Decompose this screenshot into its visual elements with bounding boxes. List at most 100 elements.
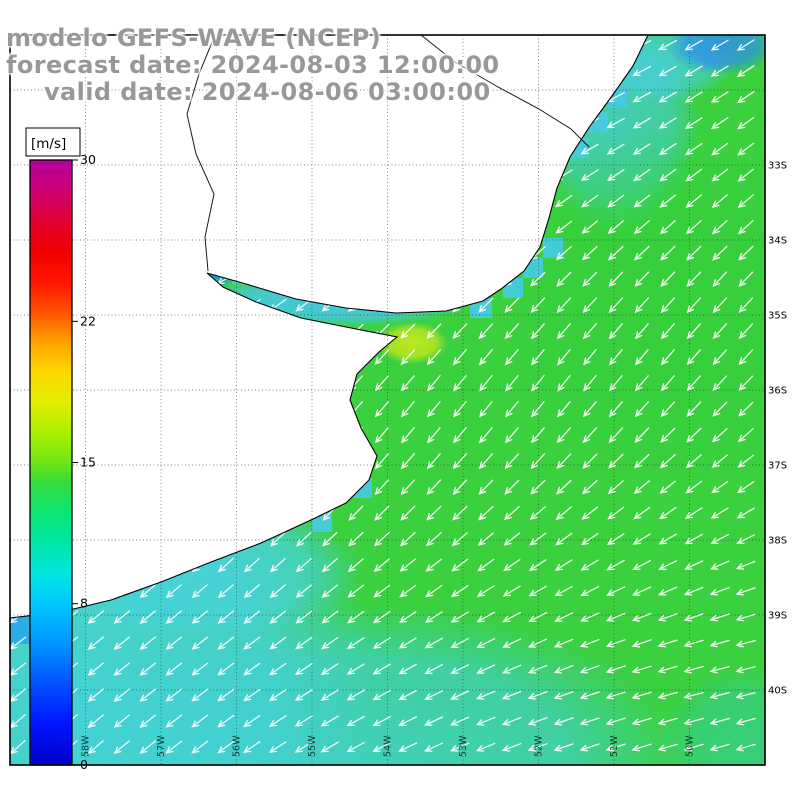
wind-arrow: [139, 505, 156, 521]
wind-arrow: [192, 453, 208, 469]
wind-arrow: [398, 221, 417, 233]
wind-arrow: [581, 506, 599, 520]
wind-arrow: [163, 171, 184, 180]
wind-arrow: [735, 613, 756, 622]
wind-arrow: [475, 144, 496, 154]
wind-arrow: [294, 663, 313, 676]
wind-arrow: [738, 375, 754, 391]
wind-arrow: [165, 610, 182, 624]
wind-arrow: [424, 742, 444, 752]
wind-arrow: [683, 691, 704, 700]
wind-arrow: [683, 586, 704, 596]
wind-arrow: [87, 636, 105, 650]
wind-arrow: [191, 714, 209, 728]
wind-arrow: [450, 664, 470, 674]
wind-arrow: [684, 91, 703, 103]
wind-arrow: [737, 219, 754, 235]
wind-arrow: [87, 376, 105, 390]
wind-arrow: [87, 584, 105, 598]
wind-arrow: [632, 143, 651, 155]
wind-arrow: [735, 587, 756, 596]
wind-arrow: [530, 453, 546, 470]
wind-speed-patch: [667, 35, 765, 75]
wind-arrow: [632, 65, 652, 77]
wind-arrow: [137, 120, 158, 128]
wind-arrow: [270, 531, 286, 547]
wind-arrow: [400, 505, 416, 521]
wind-arrow: [606, 117, 625, 129]
wind-arrow: [555, 220, 573, 234]
wind-arrow: [163, 197, 184, 206]
wind-arrow: [320, 273, 339, 286]
wind-arrow: [553, 40, 574, 50]
wind-arrow: [372, 196, 392, 206]
wind-arrow: [400, 479, 416, 496]
wind-arrow: [113, 558, 130, 573]
wind-arrow: [659, 168, 677, 182]
wind-arrow: [372, 663, 391, 675]
units-box: [25, 127, 81, 157]
wind-arrow: [190, 299, 209, 311]
wind-arrow: [87, 662, 105, 676]
wind-arrow: [163, 223, 184, 232]
wind-arrow: [478, 297, 494, 313]
wind-arrow: [399, 531, 416, 547]
wind-arrow: [320, 689, 339, 701]
wind-arrow: [554, 585, 573, 597]
wind-arrow: [479, 400, 493, 418]
wind-arrow: [527, 638, 548, 648]
wind-arrow: [607, 245, 624, 261]
wind-arrow: [426, 453, 441, 470]
wind-arrow: [683, 743, 704, 752]
wind-arrow: [423, 119, 444, 128]
wind-arrow: [346, 715, 365, 727]
wind-arrow: [217, 688, 235, 702]
wind-arrow: [293, 119, 314, 128]
wind-arrow: [373, 610, 391, 624]
wind-arrow: [218, 427, 234, 443]
wind-arrow: [581, 194, 599, 208]
wind-arrow: [295, 324, 312, 339]
wind-arrow: [530, 479, 546, 495]
wind-arrow: [736, 91, 755, 104]
wind-arrow: [633, 480, 650, 495]
wind-arrow: [737, 428, 754, 443]
wind-arrow: [530, 349, 545, 366]
wind-arrow: [712, 245, 728, 261]
wind-arrow: [295, 610, 313, 624]
wind-arrow: [579, 665, 600, 674]
wind-arrow: [296, 453, 312, 470]
wind-arrow: [139, 662, 157, 676]
wind-arrow: [450, 195, 469, 207]
wind-arrow: [267, 120, 288, 128]
wind-arrow: [475, 690, 496, 700]
wind-arrow: [712, 349, 728, 366]
wind-arrow: [478, 323, 494, 340]
wind-arrow: [608, 375, 623, 392]
wind-arrow: [346, 741, 365, 753]
wind-arrow: [581, 479, 598, 495]
wind-arrow: [553, 638, 574, 648]
wind-arrow: [501, 118, 522, 128]
wind-arrow: [657, 665, 678, 674]
wind-arrow: [634, 453, 650, 469]
wind-arrow: [735, 560, 756, 570]
wind-arrow: [527, 40, 548, 50]
wind-arrow: [735, 743, 756, 752]
wind-arrow: [10, 326, 28, 336]
wind-arrow: [528, 195, 547, 207]
wind-arrow: [217, 636, 235, 650]
wind-arrow: [295, 584, 312, 598]
wind-arrow: [293, 145, 314, 154]
wind-arrow: [527, 92, 548, 102]
wind-arrow: [738, 401, 754, 417]
wind-arrow: [580, 92, 600, 102]
wind-arrow: [244, 453, 260, 469]
wind-arrow: [347, 610, 365, 624]
wind-arrow: [269, 610, 287, 624]
wind-arrow: [605, 665, 626, 674]
wind-arrow: [709, 639, 730, 648]
wind-arrow: [137, 197, 158, 206]
